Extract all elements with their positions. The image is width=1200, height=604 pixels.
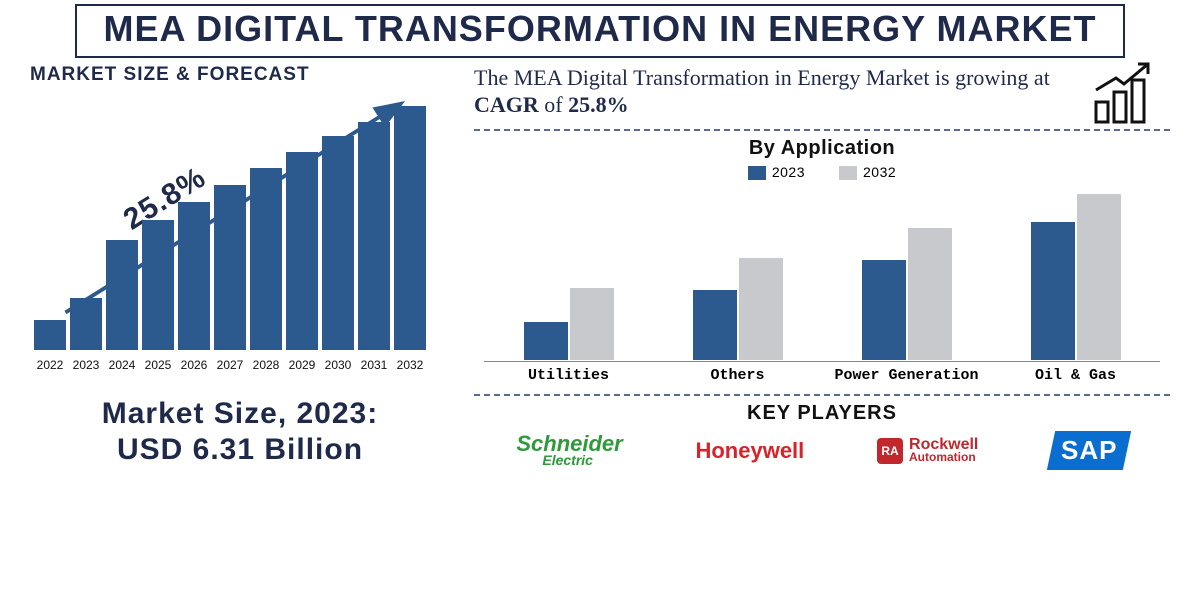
key-players-row: Schneider Electric Honeywell RA Rockwell… bbox=[474, 431, 1170, 470]
key-players-title: KEY PLAYERS bbox=[474, 402, 1170, 425]
summary-cagr-word: CAGR bbox=[474, 92, 539, 117]
summary-text: The MEA Digital Transformation in Energy… bbox=[474, 64, 1170, 119]
forecast-year: 2024 bbox=[106, 358, 138, 372]
forecast-bar bbox=[322, 136, 354, 350]
growth-chart-icon bbox=[1086, 58, 1166, 128]
title-box: MEA DIGITAL TRANSFORMATION IN ENERGY MAR… bbox=[75, 4, 1125, 58]
application-legend: 2023 2032 bbox=[474, 164, 1170, 180]
right-column: The MEA Digital Transformation in Energy… bbox=[474, 64, 1170, 470]
forecast-year: 2025 bbox=[142, 358, 174, 372]
forecast-section-label: MARKET SIZE & FORECAST bbox=[30, 64, 450, 86]
forecast-bar bbox=[70, 298, 102, 350]
application-category-labels: Utilities Others Power Generation Oil & Gas bbox=[484, 367, 1160, 384]
forecast-year: 2022 bbox=[34, 358, 66, 372]
forecast-year: 2026 bbox=[178, 358, 210, 372]
application-bar-2032 bbox=[570, 288, 614, 360]
legend-2023: 2023 bbox=[748, 164, 805, 180]
application-category: Power Generation bbox=[832, 367, 982, 384]
forecast-bar bbox=[34, 320, 66, 350]
application-category: Utilities bbox=[494, 367, 644, 384]
forecast-bar bbox=[250, 168, 282, 350]
forecast-bar bbox=[358, 122, 390, 350]
forecast-year: 2028 bbox=[250, 358, 282, 372]
player-schneider: Schneider Electric bbox=[516, 434, 622, 467]
application-bar-2032 bbox=[908, 228, 952, 360]
application-group bbox=[1016, 194, 1136, 360]
application-category: Others bbox=[663, 367, 813, 384]
legend-2032: 2032 bbox=[839, 164, 896, 180]
forecast-bar bbox=[286, 152, 318, 350]
forecast-year: 2029 bbox=[286, 358, 318, 372]
rockwell-badge-icon: RA bbox=[877, 438, 903, 464]
page-title: MEA DIGITAL TRANSFORMATION IN ENERGY MAR… bbox=[97, 10, 1103, 48]
forecast-bar bbox=[178, 202, 210, 350]
forecast-year: 2032 bbox=[394, 358, 426, 372]
application-bar-2023 bbox=[524, 322, 568, 360]
application-category: Oil & Gas bbox=[1001, 367, 1151, 384]
forecast-year: 2031 bbox=[358, 358, 390, 372]
application-bar-2023 bbox=[1031, 222, 1075, 360]
application-group bbox=[678, 258, 798, 360]
left-column: MARKET SIZE & FORECAST 25.8% 20222023202… bbox=[30, 64, 450, 470]
application-x-axis bbox=[484, 361, 1160, 362]
divider bbox=[474, 129, 1170, 131]
forecast-year-labels: 2022 2023 2024 2025 2026 2027 2028 2029 2030 2031… bbox=[30, 358, 430, 372]
application-bar-2023 bbox=[862, 260, 906, 360]
legend-2032-label: 2032 bbox=[863, 164, 896, 180]
summary-mid: of bbox=[539, 92, 568, 117]
divider bbox=[474, 394, 1170, 396]
market-size-callout: Market Size, 2023: USD 6.31 Billion bbox=[30, 396, 450, 468]
schneider-sub: Electric bbox=[542, 454, 622, 467]
forecast-bar bbox=[106, 240, 138, 350]
application-bar-2032 bbox=[739, 258, 783, 360]
application-bar-2023 bbox=[693, 290, 737, 360]
player-sap: SAP bbox=[1047, 431, 1132, 470]
forecast-year: 2023 bbox=[70, 358, 102, 372]
application-bar-chart: Utilities Others Power Generation Oil & Gas bbox=[474, 184, 1170, 384]
market-size-line1: Market Size, 2023: bbox=[30, 396, 450, 432]
market-size-line2: USD 6.31 Billion bbox=[30, 432, 450, 468]
player-honeywell: Honeywell bbox=[695, 438, 804, 464]
application-group bbox=[509, 288, 629, 360]
forecast-bars bbox=[30, 106, 430, 350]
sap-text: SAP bbox=[1061, 435, 1117, 466]
forecast-bar bbox=[214, 185, 246, 350]
forecast-year: 2030 bbox=[322, 358, 354, 372]
application-group bbox=[847, 228, 967, 360]
application-bar-2032 bbox=[1077, 194, 1121, 360]
forecast-year: 2027 bbox=[214, 358, 246, 372]
forecast-bar bbox=[394, 106, 426, 350]
summary-prefix: The MEA Digital Transformation in Energy… bbox=[474, 65, 1050, 90]
forecast-bar bbox=[142, 220, 174, 350]
main-content: MARKET SIZE & FORECAST 25.8% 20222023202… bbox=[0, 58, 1200, 470]
forecast-bar-chart: 25.8% 2022202320242025202620272028202920… bbox=[30, 92, 430, 372]
by-application-title: By Application bbox=[474, 137, 1170, 160]
rockwell-line2: Automation bbox=[909, 452, 978, 463]
player-rockwell: RA Rockwell Automation bbox=[877, 437, 978, 464]
legend-2023-label: 2023 bbox=[772, 164, 805, 180]
summary-cagr-value: 25.8% bbox=[568, 92, 629, 117]
